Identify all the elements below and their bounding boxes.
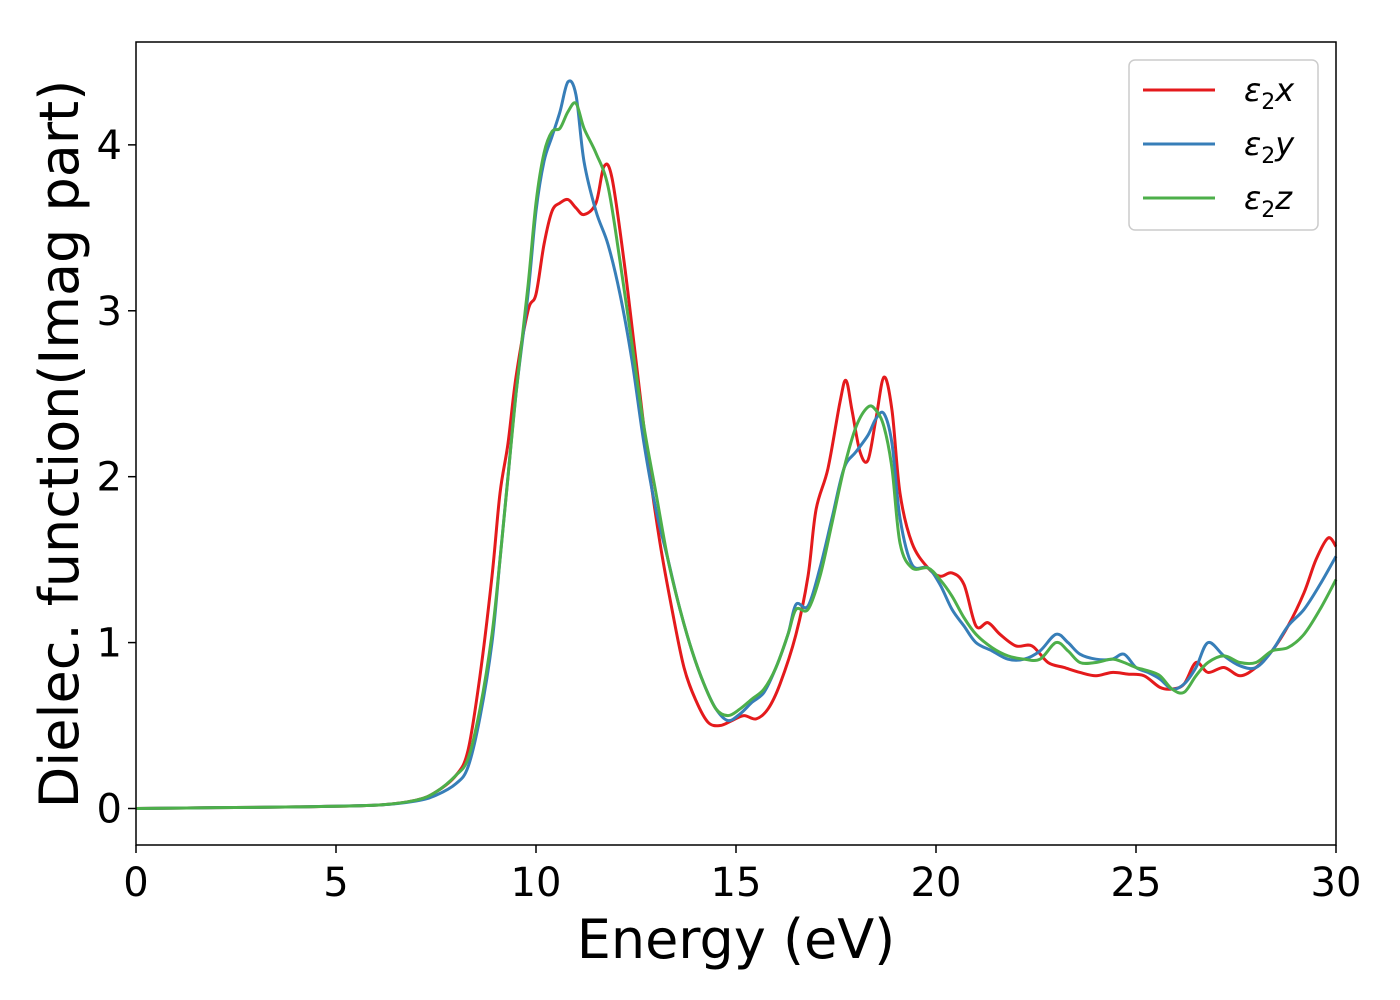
legend-label-subscript: 2 — [1261, 90, 1275, 115]
series-line-x — [135, 162, 1338, 810]
x-tick-label: 25 — [1111, 860, 1162, 906]
legend-label-subscript: 2 — [1261, 198, 1275, 223]
legend-label-suffix: z — [1274, 179, 1293, 217]
x-tick-label: 10 — [511, 860, 562, 906]
y-tick-label: 2 — [97, 455, 122, 501]
ticks-layer: 0 5 10 15 20 25 30 0 1 2 3 4 — [97, 123, 1362, 906]
lines-layer — [135, 79, 1338, 810]
series-line-z — [135, 101, 1338, 810]
x-tick-label: 5 — [323, 860, 348, 906]
legend-label: ε2z — [1244, 179, 1293, 223]
legend-item-y: ε2y — [1143, 125, 1295, 169]
y-tick-label: 1 — [97, 621, 122, 667]
x-tick-label: 20 — [911, 860, 962, 906]
x-tick-label: 15 — [711, 860, 762, 906]
legend-label-base: ε — [1244, 179, 1261, 217]
legend-label-base: ε — [1244, 125, 1261, 163]
legend-item-z: ε2z — [1143, 179, 1293, 223]
legend-label-subscript: 2 — [1261, 144, 1275, 169]
y-axis-label: Dielec. function(Imag part) — [28, 80, 91, 809]
y-tick-label: 4 — [97, 123, 122, 169]
x-axis-label: Energy (eV) — [577, 908, 896, 971]
x-tick-label: 0 — [123, 860, 148, 906]
legend-label-base: ε — [1244, 71, 1261, 109]
legend-label: ε2y — [1244, 125, 1295, 169]
legend-label-suffix: x — [1274, 71, 1295, 109]
x-tick-label: 30 — [1311, 860, 1362, 906]
y-tick-label: 0 — [97, 787, 122, 833]
y-tick-label: 3 — [97, 289, 122, 335]
legend-label: ε2x — [1244, 71, 1295, 115]
legend-box — [1128, 59, 1319, 231]
legend-label-suffix: y — [1274, 125, 1295, 163]
legend-item-x: ε2x — [1143, 71, 1295, 115]
